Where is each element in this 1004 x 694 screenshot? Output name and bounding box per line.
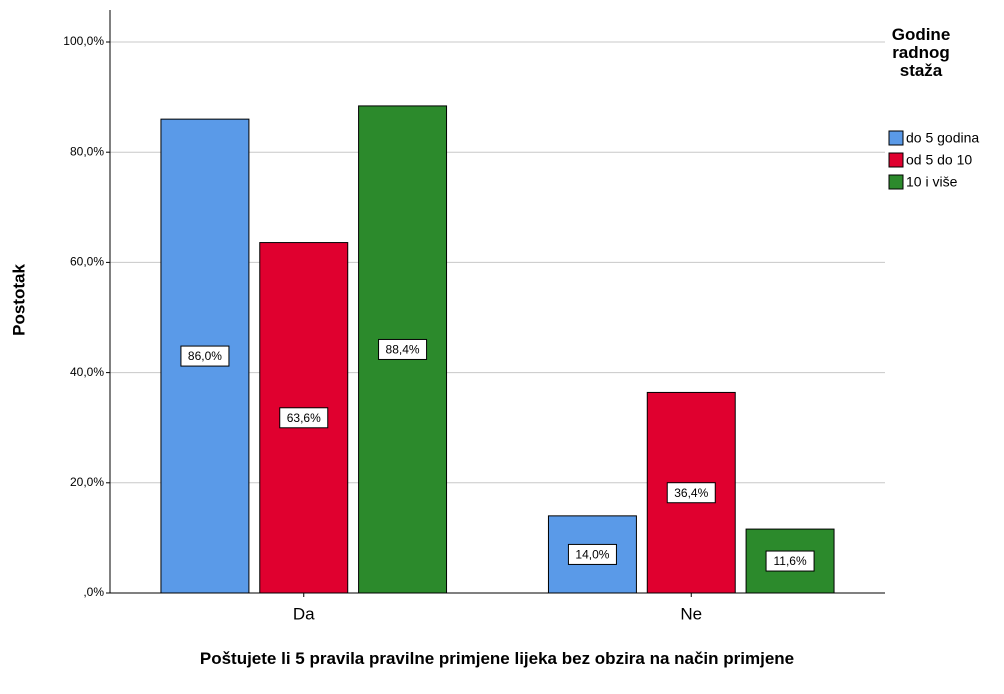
legend-title: Godine radnog staža [891,25,951,80]
value-label: 14,0% [575,548,609,562]
bar [547,515,637,594]
y-tick-label: 80,0% [70,144,104,158]
legend-swatch [888,174,904,190]
value-label: 63,6% [287,411,321,425]
value-label-box [279,407,329,429]
y-tick-label: 20,0% [70,475,104,489]
value-label-box [567,543,617,565]
y-axis-title: Postotak [9,264,28,336]
legend-label: do 5 godina [906,130,979,146]
value-label: 88,4% [386,343,420,357]
legend-label: 10 i više [906,174,958,190]
value-label-box [765,550,815,572]
value-label-box [666,482,716,504]
x-axis-title: Poštujete li 5 pravila pravilne primjene… [199,649,795,668]
value-label: 86,0% [188,349,222,363]
legend-label: od 5 do 10 [906,152,972,168]
x-tick-label: Da [293,604,315,623]
legend-swatch [888,152,904,168]
y-tick-label: 40,0% [70,365,104,379]
y-tick-label: ,0% [83,585,104,599]
y-tick-label: 60,0% [70,255,104,269]
y-tick-label: 100,0% [63,34,104,48]
x-tick-label: Ne [680,604,702,623]
value-label-box [180,345,230,367]
value-label: 36,4% [674,486,708,500]
legend-swatch [888,130,904,146]
value-label: 11,6% [773,554,806,568]
value-label-box [378,338,428,360]
